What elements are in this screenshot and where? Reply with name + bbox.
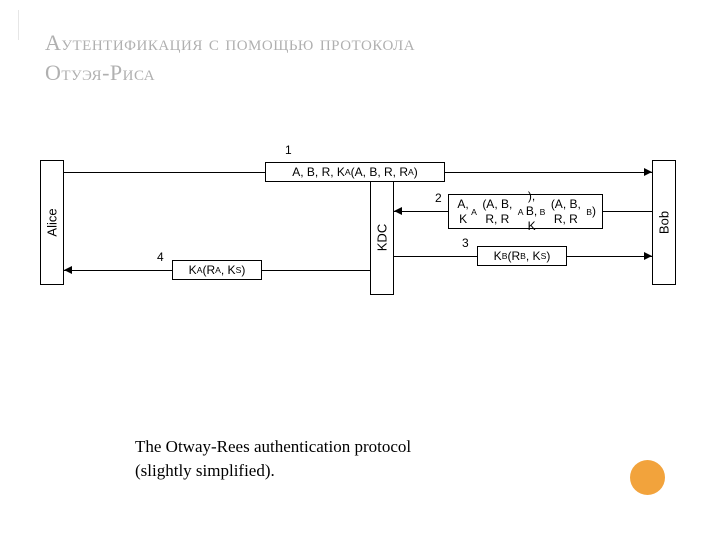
msg-line-1-a	[64, 172, 265, 173]
decorative-frame-line	[18, 10, 19, 40]
arrowhead-3	[644, 252, 652, 260]
msg-line-4-a	[64, 270, 172, 271]
msg-box-4: KA(RA, KS)	[172, 260, 262, 280]
caption-line2: (slightly simplified).	[135, 461, 275, 480]
step-number-3: 3	[462, 236, 469, 250]
msg-line-3-a	[394, 256, 477, 257]
step-number-4: 4	[157, 250, 164, 264]
msg-line-1-b	[445, 172, 652, 173]
accent-dot-icon	[630, 460, 665, 495]
msg-line-2-b	[603, 211, 652, 212]
slide-title-line1: Аутентификация с помощью протокола	[45, 30, 415, 55]
msg-box-3: KB(RB, KS)	[477, 246, 567, 266]
slide-title-line2: Отуэя-Риса	[45, 60, 155, 85]
entity-label-alice: Alice	[45, 202, 60, 242]
step-number-2: 2	[435, 191, 442, 205]
protocol-diagram: Alice KDC Bob 1 A, B, R, KA (A, B, R, RA) 2 A,…	[40, 140, 680, 325]
msg-box-1: A, B, R, KA (A, B, R, RA)	[265, 162, 445, 182]
arrowhead-2	[394, 207, 402, 215]
arrowhead-4	[64, 266, 72, 274]
slide-title: Аутентификация с помощью протокола Отуэя…	[45, 28, 415, 87]
msg-line-3-b	[567, 256, 652, 257]
msg-line-4-b	[262, 270, 370, 271]
caption: The Otway-Rees authentication protocol (…	[135, 435, 411, 483]
msg-box-2: A, KA (A, B, R, RA),B, KB (A, B, R, RB)	[448, 194, 603, 229]
caption-line1: The Otway-Rees authentication protocol	[135, 437, 411, 456]
entity-label-bob: Bob	[657, 202, 672, 242]
arrowhead-1	[644, 168, 652, 176]
msg-line-2-a	[394, 211, 448, 212]
step-number-1: 1	[285, 143, 292, 157]
entity-label-kdc: KDC	[375, 217, 390, 257]
